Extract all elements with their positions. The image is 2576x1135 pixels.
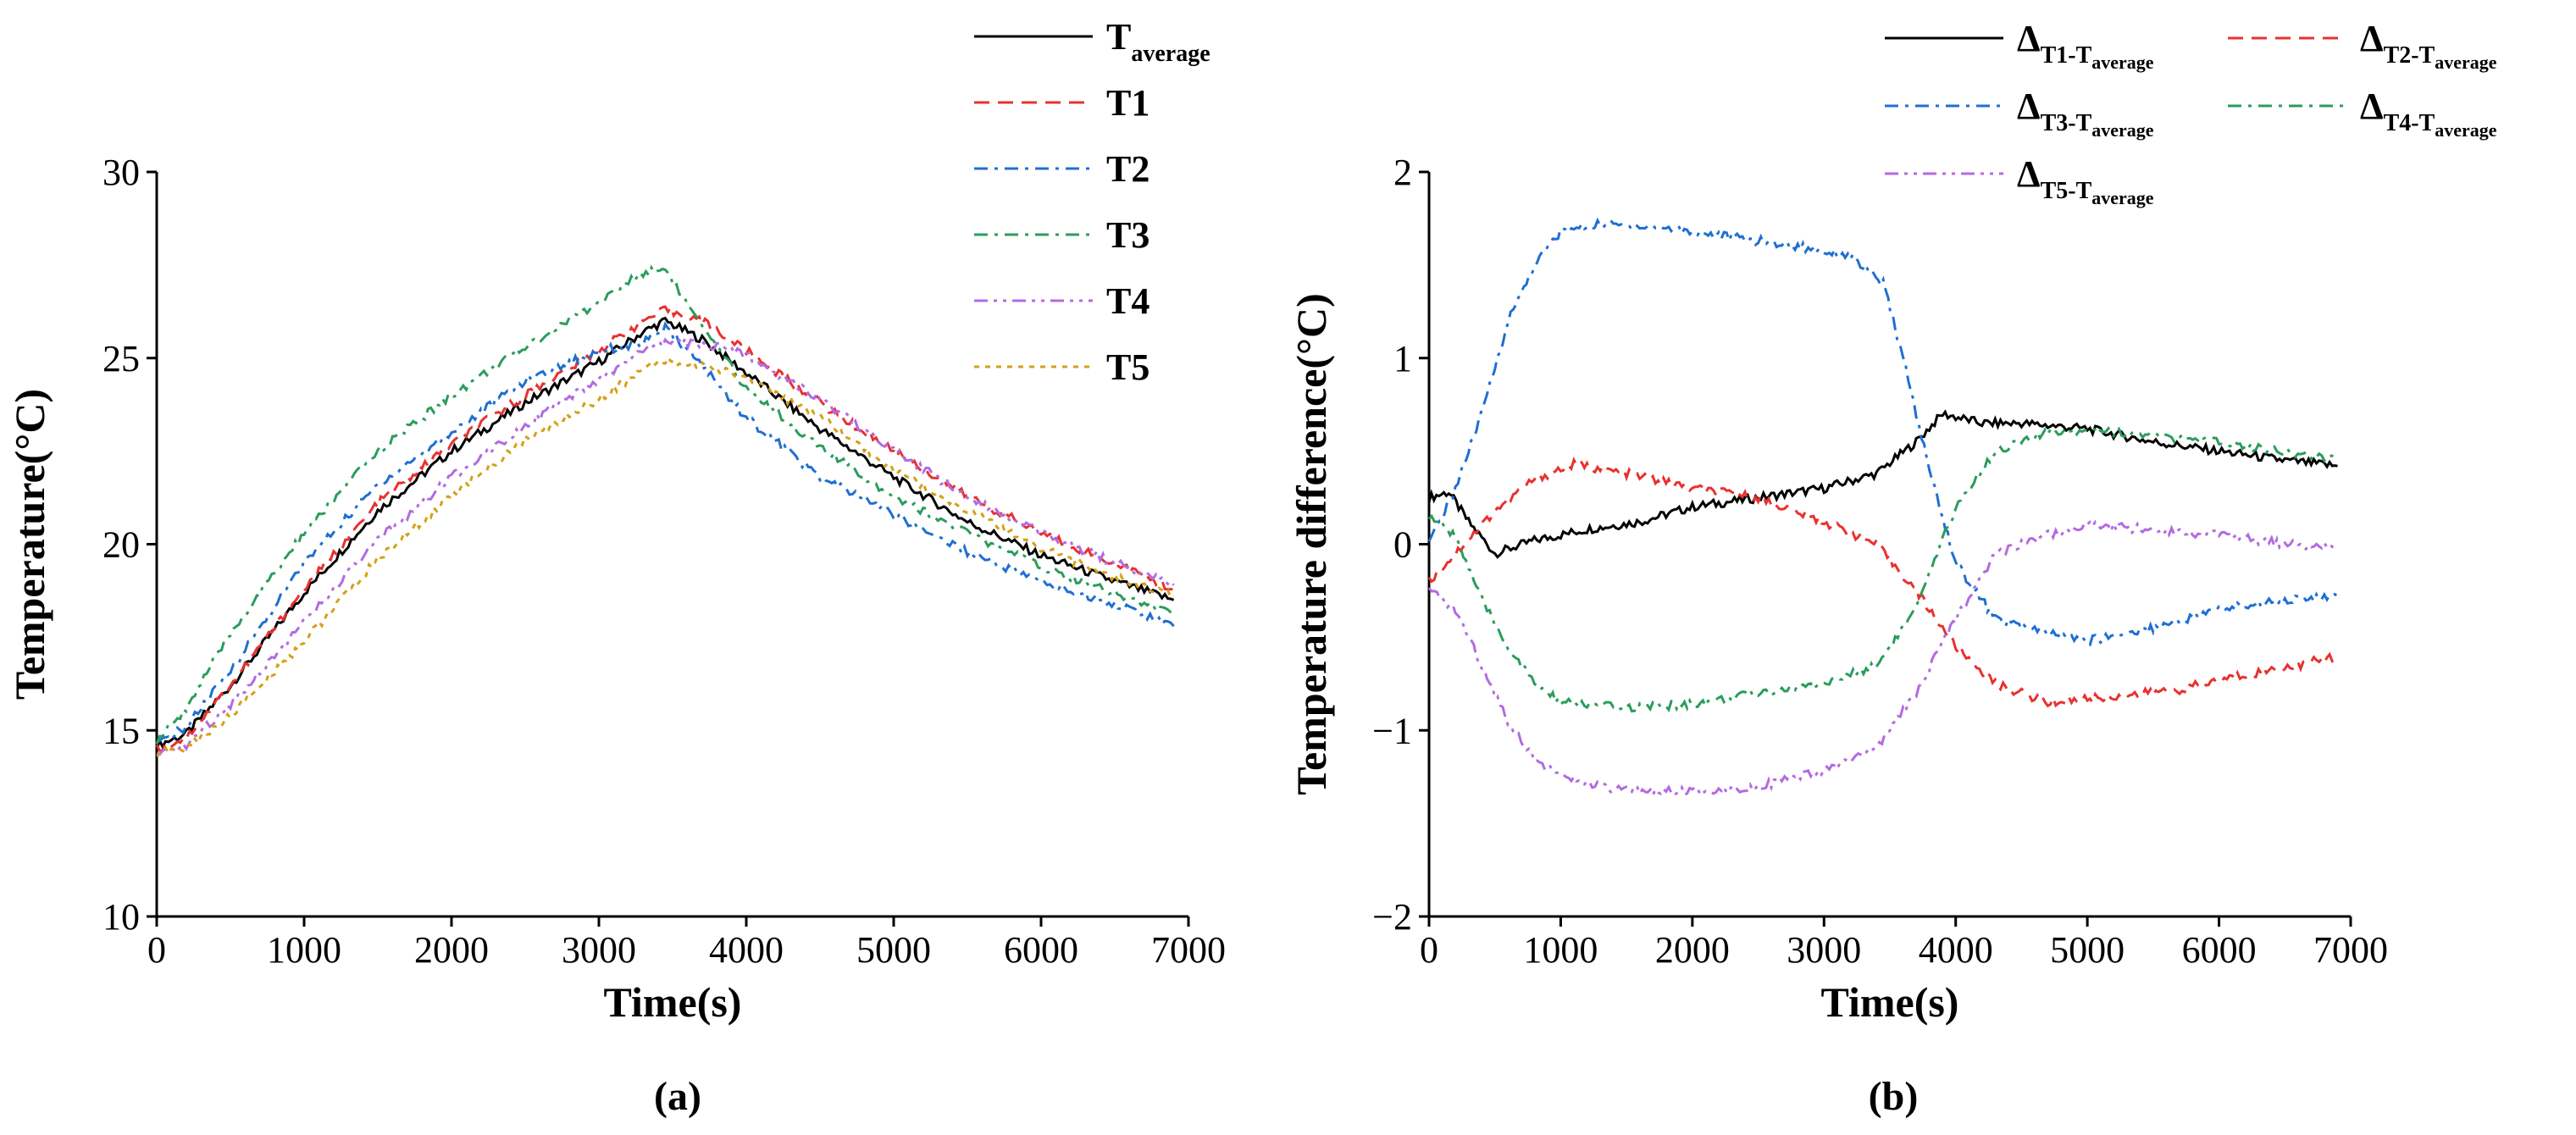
x-tick-label: 1000 xyxy=(1523,929,1598,971)
caption-a: (a) xyxy=(654,1074,701,1119)
series-line xyxy=(155,316,1175,750)
x-axis-label: Time(s) xyxy=(604,978,742,1026)
series-line xyxy=(156,321,1175,744)
chart-a: 0 1000 2000 3000 4000 5000 6000 7000 10 15 20 25 30 T… xyxy=(6,16,1226,1026)
y-axis-label: Temperature difference(°C) xyxy=(1288,293,1335,795)
legend-entry: Taverage xyxy=(1106,16,1210,67)
series-line xyxy=(1427,217,2339,646)
y-tick-label: −2 xyxy=(1372,896,1412,938)
series-line xyxy=(155,303,1174,752)
x-tick-label: 1000 xyxy=(267,929,341,971)
y-tick-label: 20 xyxy=(102,524,140,566)
caption-b: (b) xyxy=(1869,1074,1919,1119)
x-tick-label: 5000 xyxy=(856,929,931,971)
x-tick-label: 2000 xyxy=(414,929,489,971)
legend-entry: T1 xyxy=(1106,82,1150,124)
y-tick-label: 30 xyxy=(102,152,140,193)
series-line xyxy=(1427,409,2338,559)
series-line xyxy=(156,355,1175,757)
x-tick-label: 7000 xyxy=(1151,929,1226,971)
y-axis-label: Temperature(°C) xyxy=(6,389,53,700)
y-tick-label: 10 xyxy=(102,896,140,938)
legend-entry: ΔT5-Taverage xyxy=(2017,153,2154,208)
legend-entry: T3 xyxy=(1106,214,1150,256)
legend-entry: T5 xyxy=(1106,346,1150,388)
legend-entry: ΔT1-Taverage xyxy=(2017,18,2154,73)
legend-entry: T2 xyxy=(1106,148,1150,190)
x-tick-label: 4000 xyxy=(1919,929,1993,971)
x-tick-label: 5000 xyxy=(2050,929,2125,971)
y-tick-label: 15 xyxy=(102,710,140,751)
series-line xyxy=(1427,519,2338,799)
x-tick-label: 3000 xyxy=(1787,929,1861,971)
x-tick-label: 0 xyxy=(147,929,166,971)
series-line xyxy=(1427,457,2339,708)
y-tick-label: 25 xyxy=(102,338,140,379)
series-line xyxy=(1427,425,2339,713)
series-line xyxy=(156,335,1175,756)
x-tick-label: 0 xyxy=(1420,929,1438,971)
y-tick-label: −1 xyxy=(1372,710,1412,751)
x-tick-label: 7000 xyxy=(2313,929,2388,971)
y-tick-label: 1 xyxy=(1393,338,1412,379)
y-tick-label: 0 xyxy=(1393,524,1412,566)
y-tick-label: 2 xyxy=(1393,152,1412,193)
legend-entry: ΔT2-Taverage xyxy=(2360,18,2497,73)
legend-entry: T4 xyxy=(1106,280,1150,322)
x-tick-label: 3000 xyxy=(562,929,636,971)
legend-entry: ΔT4-Taverage xyxy=(2360,86,2497,141)
x-tick-label: 4000 xyxy=(709,929,784,971)
chart-b: 0 1000 2000 3000 4000 5000 6000 7000 −2 −1 0 1 2 Time… xyxy=(1288,18,2497,1026)
x-axis-label: Time(s) xyxy=(1821,978,1959,1026)
x-tick-label: 2000 xyxy=(1655,929,1730,971)
series-line xyxy=(155,264,1175,745)
x-tick-label: 6000 xyxy=(1004,929,1078,971)
x-tick-label: 6000 xyxy=(2182,929,2257,971)
legend-entry: ΔT3-Taverage xyxy=(2017,86,2154,141)
